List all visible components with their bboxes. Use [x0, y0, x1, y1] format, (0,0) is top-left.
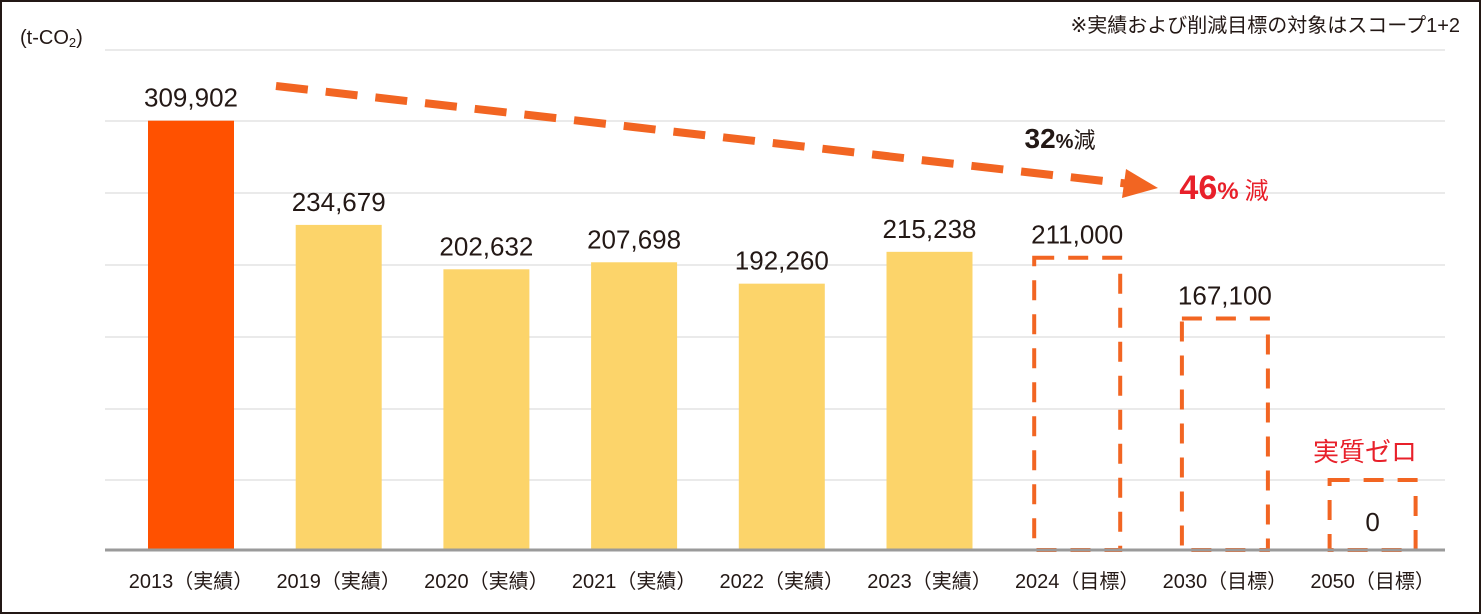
actual-bar	[295, 224, 382, 550]
net-zero-label: 実質ゼロ	[1313, 437, 1417, 467]
value-label: 309,902	[144, 83, 238, 113]
trend-arrow-head	[1122, 169, 1158, 198]
x-tick-label: 2023（実績）	[867, 570, 992, 593]
x-tick-label: 2024（目標）	[1015, 570, 1140, 593]
value-label: 192,260	[735, 246, 829, 276]
actual-bar	[886, 251, 973, 550]
value-label: 215,238	[883, 214, 977, 244]
value-labels: 309,902 234,679 202,632 207,698 192,260 215,2…	[144, 83, 1380, 537]
actual-bar	[443, 269, 530, 550]
value-label: 202,632	[439, 231, 533, 261]
value-label: 207,698	[587, 224, 681, 254]
target-bar	[1327, 478, 1418, 552]
actual-bar	[591, 262, 678, 550]
x-tick-label: 2030（目標）	[1163, 570, 1288, 593]
x-tick-label: 2021（実績）	[572, 570, 697, 593]
value-label: 167,100	[1178, 281, 1272, 311]
baseline-bar	[148, 120, 234, 550]
bars	[148, 120, 1418, 553]
actual-bar	[738, 283, 825, 550]
reduction-2030-label: 46% 減	[1179, 169, 1268, 207]
trend-arrow-line	[275, 82, 1131, 188]
value-label: 211,000	[1031, 220, 1123, 250]
x-tick-label: 2020（実績）	[424, 570, 549, 593]
target-bar	[1179, 316, 1270, 553]
x-tick-label: 2050（目標）	[1310, 570, 1435, 593]
value-label: 0	[1365, 507, 1379, 537]
target-bar	[1032, 255, 1123, 552]
y-unit-label: (t-CO2)	[20, 27, 83, 50]
reduction-2024-label: 32%減	[1025, 123, 1096, 154]
scope-note: ※実績および削減目標の対象はスコープ1+2	[1071, 14, 1460, 37]
x-tick-label: 2019（実績）	[276, 570, 401, 593]
value-label: 234,679	[292, 187, 386, 217]
x-tick-label: 2022（実績）	[720, 570, 845, 593]
x-tick-label: 2013（実績）	[129, 570, 254, 593]
x-tick-labels: 2013（実績） 2019（実績） 2020（実績） 2021（実績） 2022（実績）…	[129, 570, 1435, 593]
reduction-trend-arrow	[275, 82, 1158, 198]
